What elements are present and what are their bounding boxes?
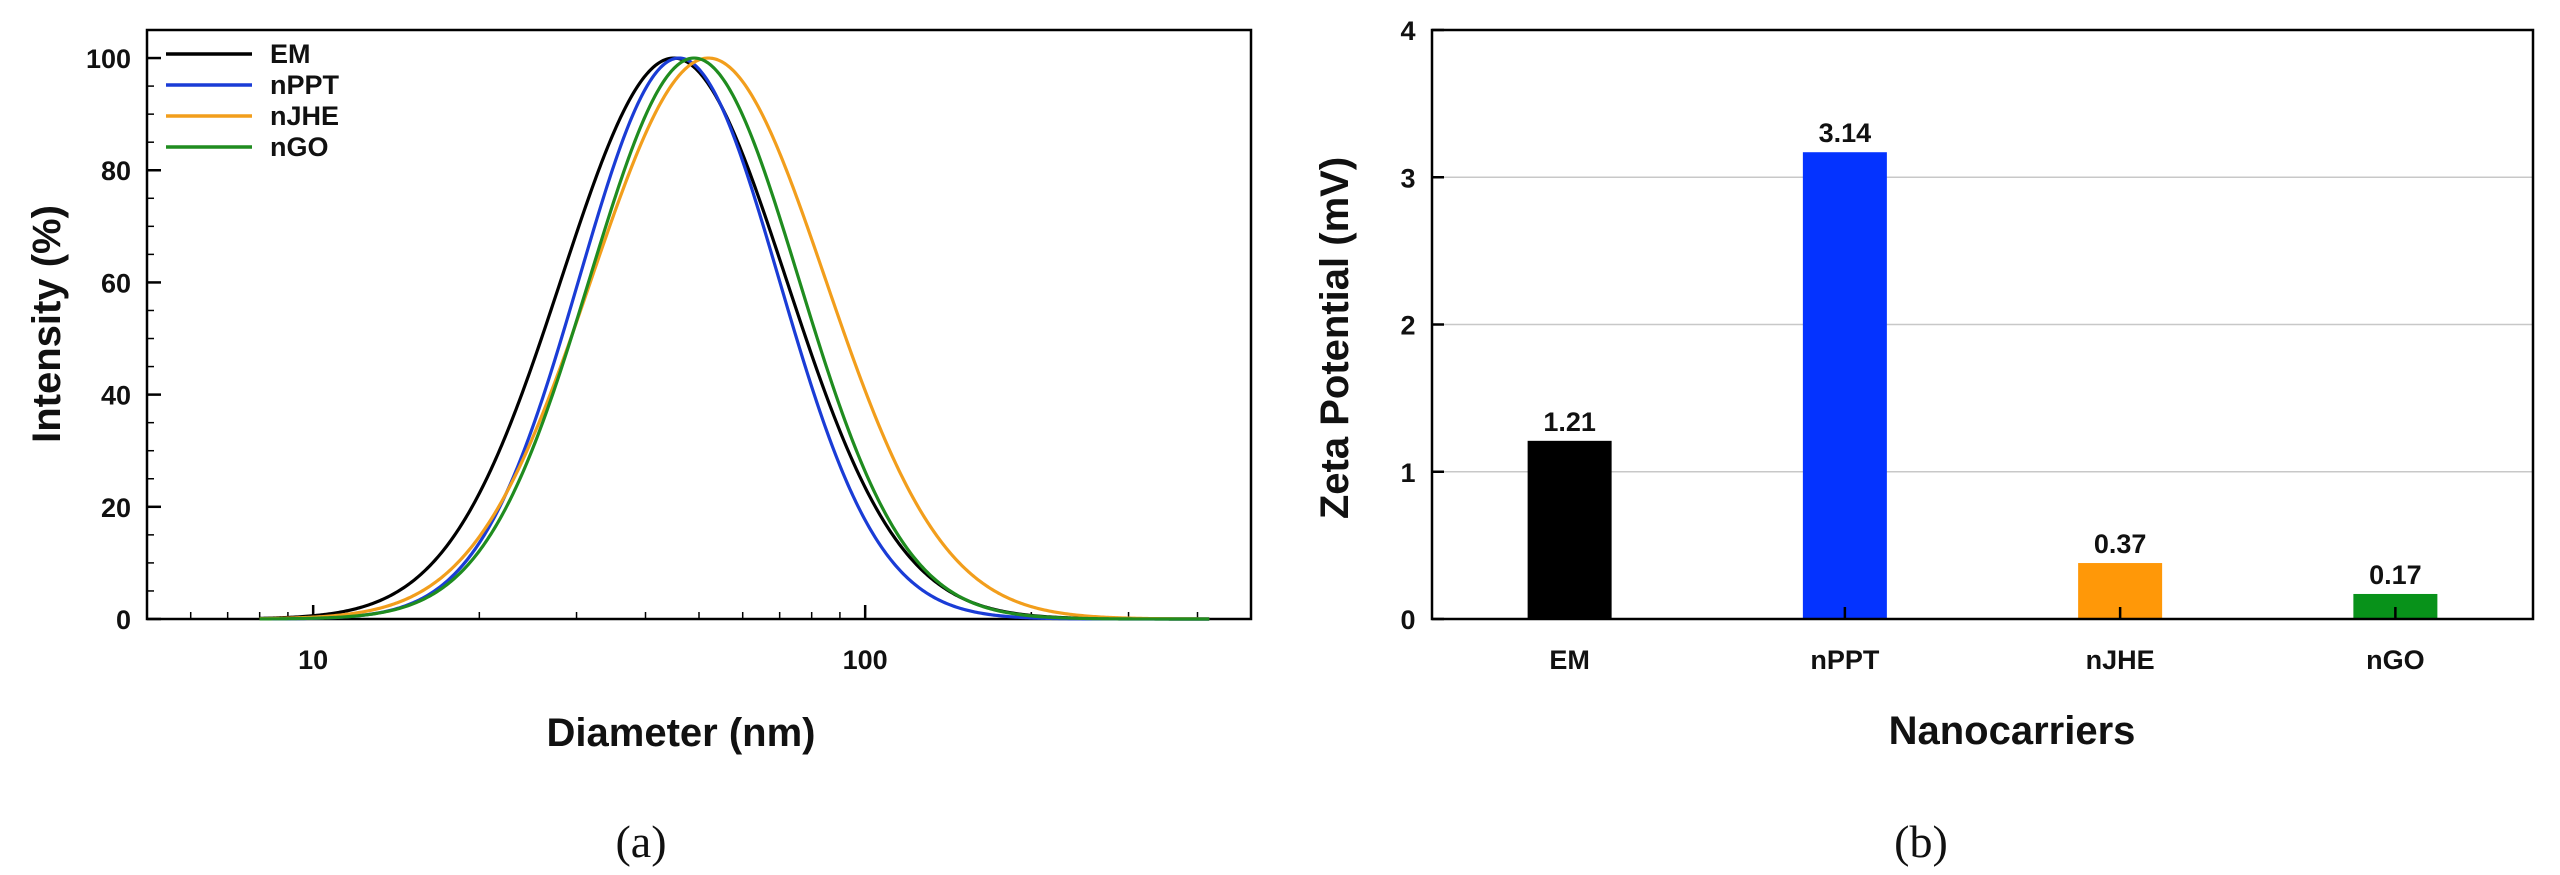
- chart-a-y-tick-label: 100: [86, 44, 131, 74]
- chart-b-x-tick-label-nppt: nPPT: [1810, 645, 1880, 675]
- chart-a-x-axis-title: Diameter (nm): [547, 711, 816, 755]
- chart-b-y-tick-labels: 0 1 2 3 4: [1400, 16, 1415, 635]
- chart-b-gridlines: [1432, 176, 2533, 473]
- chart-b: 0 1 2 3 4 EM nPPT nJHE nGO 1.21 3.14 0.37 0.17 Nan…: [1313, 16, 2535, 867]
- chart-b-y-axis-title: Zeta Potential (mV): [1313, 157, 1357, 519]
- chart-a-y-tick-labels: 0 20 40 60 80 100: [86, 44, 131, 635]
- chart-b-x-tick-labels: EM nPPT nJHE nGO: [1549, 645, 2424, 675]
- chart-b-y-tick-label: 3: [1400, 163, 1415, 193]
- legend-label-em: EM: [270, 39, 311, 69]
- chart-a-series: [259, 56, 1210, 621]
- bar-value-label-nppt: 3.14: [1819, 118, 1872, 148]
- series-line-ngo: [259, 56, 1210, 621]
- bar-em: [1527, 440, 1612, 619]
- chart-a-x-tick-label: 10: [298, 645, 328, 675]
- chart-a-ticks: [146, 56, 1252, 621]
- chart-b-x-tick-label-njhe: nJHE: [2086, 645, 2155, 675]
- chart-a-panel-label: (a): [615, 816, 666, 867]
- legend-label-ngo: nGO: [270, 132, 329, 162]
- chart-b-x-tick-label-em: EM: [1549, 645, 1590, 675]
- chart-a-y-tick-label: 60: [101, 268, 131, 298]
- bar-nppt: [1802, 152, 1887, 619]
- chart-a-y-axis-title: Intensity (%): [25, 205, 69, 443]
- series-line-njhe: [259, 56, 1210, 621]
- legend-label-njhe: nJHE: [270, 101, 339, 131]
- chart-b-bars: [1527, 152, 2438, 619]
- chart-a-y-tick-label: 40: [101, 381, 131, 411]
- chart-a-x-tick-label: 100: [843, 645, 888, 675]
- chart-b-y-tick-label: 0: [1400, 605, 1415, 635]
- chart-b-data-labels: 1.21 3.14 0.37 0.17: [1543, 118, 2421, 590]
- chart-a-x-tick-labels: 10 100: [298, 645, 888, 675]
- chart-b-panel-label: (b): [1894, 816, 1948, 867]
- bar-value-label-em: 1.21: [1543, 407, 1596, 437]
- legend-label-nppt: nPPT: [270, 70, 340, 100]
- chart-a-y-tick-label: 20: [101, 493, 131, 523]
- chart-b-y-tick-label: 1: [1400, 458, 1415, 488]
- chart-a-y-tick-label: 0: [116, 605, 131, 635]
- chart-b-x-axis-title: Nanocarriers: [1889, 709, 2136, 753]
- series-line-nppt: [259, 56, 1210, 621]
- chart-a-y-tick-label: 80: [101, 156, 131, 186]
- chart-b-ticks: [1432, 28, 2397, 621]
- bar-value-label-njhe: 0.37: [2094, 529, 2147, 559]
- chart-b-x-tick-label-ngo: nGO: [2366, 645, 2425, 675]
- bar-value-label-ngo: 0.17: [2369, 560, 2422, 590]
- chart-b-y-tick-label: 2: [1400, 311, 1415, 341]
- chart-b-y-tick-label: 4: [1400, 16, 1415, 46]
